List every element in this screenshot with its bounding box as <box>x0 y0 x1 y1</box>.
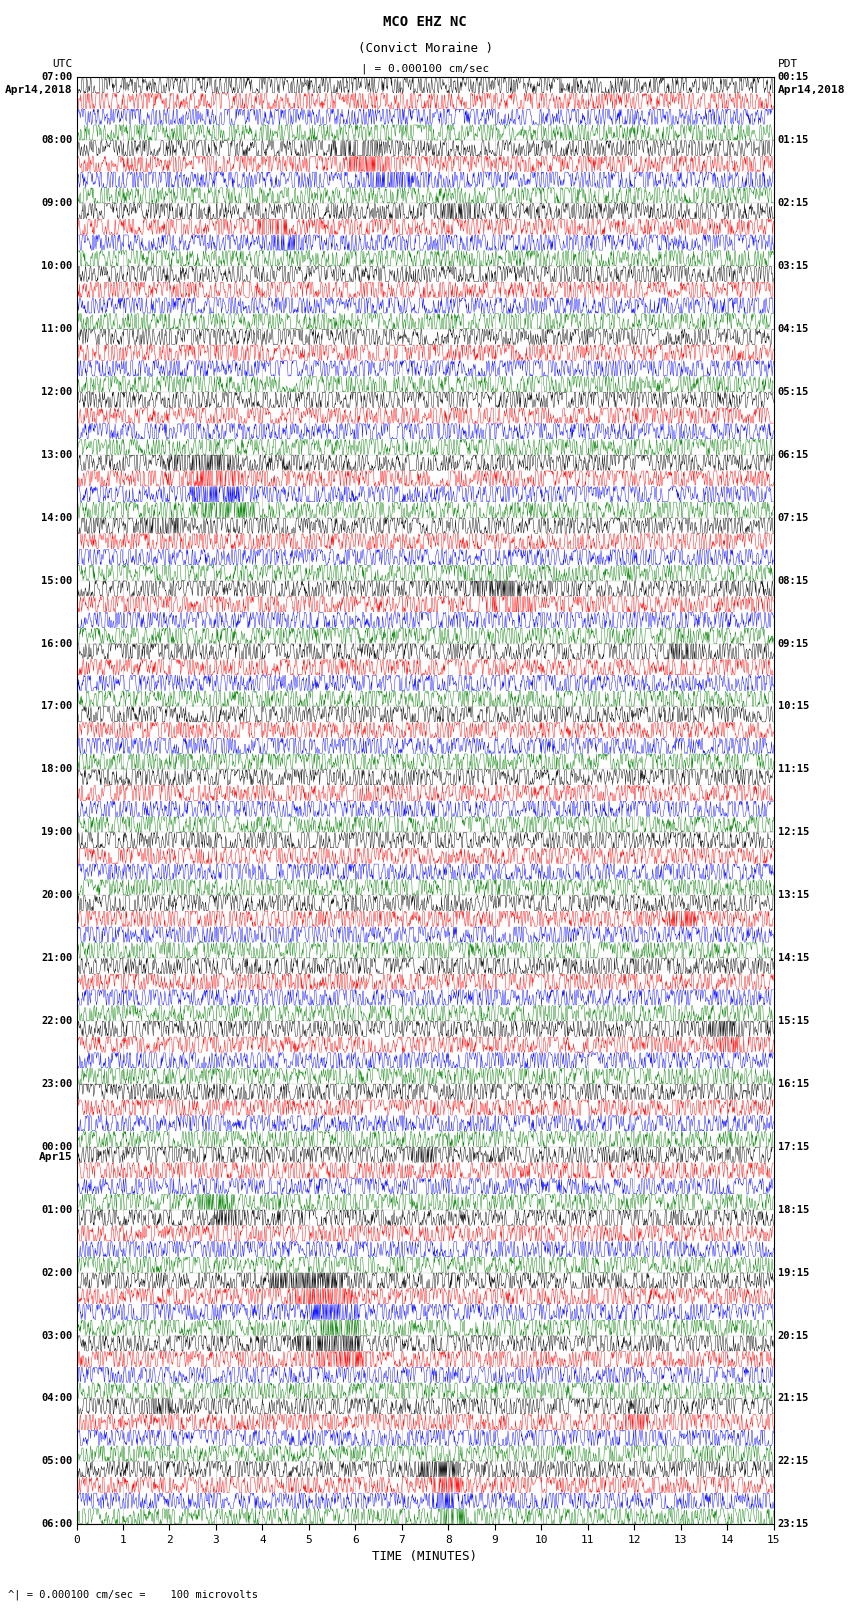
Text: 00:15: 00:15 <box>778 73 809 82</box>
Text: 10:15: 10:15 <box>778 702 809 711</box>
Text: 08:00: 08:00 <box>41 135 72 145</box>
Text: 03:15: 03:15 <box>778 261 809 271</box>
X-axis label: TIME (MINUTES): TIME (MINUTES) <box>372 1550 478 1563</box>
Text: 16:00: 16:00 <box>41 639 72 648</box>
Text: 13:15: 13:15 <box>778 890 809 900</box>
Text: 18:00: 18:00 <box>41 765 72 774</box>
Text: 14:00: 14:00 <box>41 513 72 523</box>
Text: 09:15: 09:15 <box>778 639 809 648</box>
Text: PDT: PDT <box>778 60 798 69</box>
Text: 13:00: 13:00 <box>41 450 72 460</box>
Text: 17:00: 17:00 <box>41 702 72 711</box>
Text: 01:00: 01:00 <box>41 1205 72 1215</box>
Text: MCO EHZ NC: MCO EHZ NC <box>383 15 467 29</box>
Text: 06:15: 06:15 <box>778 450 809 460</box>
Text: | = 0.000100 cm/sec: | = 0.000100 cm/sec <box>361 63 489 74</box>
Text: 10:00: 10:00 <box>41 261 72 271</box>
Text: 12:00: 12:00 <box>41 387 72 397</box>
Text: 22:00: 22:00 <box>41 1016 72 1026</box>
Text: 03:00: 03:00 <box>41 1331 72 1340</box>
Text: 12:15: 12:15 <box>778 827 809 837</box>
Text: 20:00: 20:00 <box>41 890 72 900</box>
Text: 19:15: 19:15 <box>778 1268 809 1277</box>
Text: 08:15: 08:15 <box>778 576 809 586</box>
Text: 21:15: 21:15 <box>778 1394 809 1403</box>
Text: UTC: UTC <box>52 60 72 69</box>
Text: 16:15: 16:15 <box>778 1079 809 1089</box>
Text: Apr15: Apr15 <box>38 1152 72 1161</box>
Text: 00:00: 00:00 <box>41 1142 72 1152</box>
Text: 11:15: 11:15 <box>778 765 809 774</box>
Text: 09:00: 09:00 <box>41 198 72 208</box>
Text: 05:15: 05:15 <box>778 387 809 397</box>
Text: Apr14,2018: Apr14,2018 <box>778 85 845 95</box>
Text: 06:00: 06:00 <box>41 1519 72 1529</box>
Text: 22:15: 22:15 <box>778 1457 809 1466</box>
Text: 14:15: 14:15 <box>778 953 809 963</box>
Text: ^| = 0.000100 cm/sec =    100 microvolts: ^| = 0.000100 cm/sec = 100 microvolts <box>8 1589 258 1600</box>
Text: 07:15: 07:15 <box>778 513 809 523</box>
Text: 19:00: 19:00 <box>41 827 72 837</box>
Text: (Convict Moraine ): (Convict Moraine ) <box>358 42 492 55</box>
Text: 02:00: 02:00 <box>41 1268 72 1277</box>
Text: Apr14,2018: Apr14,2018 <box>5 85 72 95</box>
Text: 18:15: 18:15 <box>778 1205 809 1215</box>
Text: 02:15: 02:15 <box>778 198 809 208</box>
Text: 04:00: 04:00 <box>41 1394 72 1403</box>
Text: 23:15: 23:15 <box>778 1519 809 1529</box>
Text: 04:15: 04:15 <box>778 324 809 334</box>
Text: 17:15: 17:15 <box>778 1142 809 1152</box>
Text: 15:00: 15:00 <box>41 576 72 586</box>
Text: 21:00: 21:00 <box>41 953 72 963</box>
Text: 11:00: 11:00 <box>41 324 72 334</box>
Text: 07:00: 07:00 <box>41 73 72 82</box>
Text: 05:00: 05:00 <box>41 1457 72 1466</box>
Text: 20:15: 20:15 <box>778 1331 809 1340</box>
Text: 01:15: 01:15 <box>778 135 809 145</box>
Text: 15:15: 15:15 <box>778 1016 809 1026</box>
Text: 23:00: 23:00 <box>41 1079 72 1089</box>
